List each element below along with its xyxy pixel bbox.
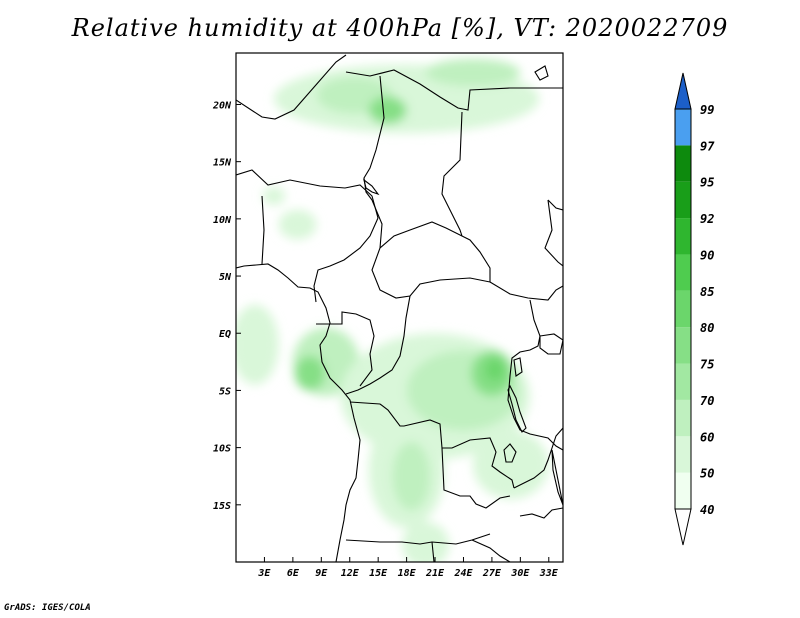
border-congo-gabon bbox=[316, 311, 375, 387]
border-angola-zambia bbox=[441, 447, 511, 509]
grads-credit: GrADS: IGES/COLA bbox=[4, 603, 91, 613]
border-zambia-east bbox=[513, 427, 563, 489]
x-tick-label: 6E bbox=[287, 568, 300, 579]
y-tick-label: 5N bbox=[219, 272, 232, 283]
lake-chad bbox=[363, 178, 380, 196]
colorbar-segment bbox=[675, 218, 691, 255]
colorbar-under-arrow bbox=[674, 508, 692, 546]
colorbar-label: 99 bbox=[700, 103, 714, 117]
colorbar-segment bbox=[675, 254, 691, 291]
y-axis: 20N 15N 10N 5N EQ 5S 10S 15S bbox=[212, 100, 241, 512]
colorbar-label: 70 bbox=[700, 394, 714, 408]
border-tanzania bbox=[507, 299, 563, 451]
humidity-region-sahel-core-3 bbox=[425, 58, 521, 87]
lake-mweru bbox=[503, 443, 517, 463]
border-algeria-niger bbox=[345, 69, 563, 111]
border-angola-namibia bbox=[345, 533, 491, 545]
humidity-region-namibia-tail bbox=[401, 521, 450, 562]
border-sudan-south bbox=[489, 281, 563, 301]
y-tick-label: 5S bbox=[219, 386, 231, 397]
border-niger-nigeria bbox=[236, 169, 379, 219]
map-area bbox=[236, 53, 563, 562]
humidity-region-gabon-core bbox=[294, 356, 326, 391]
colorbar-segment bbox=[675, 363, 691, 400]
x-tick-label: 18E bbox=[398, 568, 417, 579]
colorbar-label: 80 bbox=[700, 321, 714, 335]
border-chad-sudan bbox=[441, 111, 463, 237]
x-tick-label: 15E bbox=[369, 568, 388, 579]
border-eritrea bbox=[547, 199, 563, 211]
border-zambia-zimbabwe bbox=[471, 539, 511, 562]
humidity-region-sahel-core-2 bbox=[368, 96, 407, 124]
colorbar-segment bbox=[675, 181, 691, 219]
y-tick-label: EQ bbox=[219, 329, 231, 340]
colorbar-label: 50 bbox=[700, 467, 714, 481]
x-tick-label: 27E bbox=[482, 568, 502, 579]
colorbar-label: 85 bbox=[700, 285, 714, 299]
colorbar-label: 75 bbox=[700, 358, 714, 372]
y-tick-label: 15S bbox=[213, 501, 231, 512]
country-borders bbox=[236, 54, 563, 562]
x-axis: 3E 6E 9E 12E 15E 18E 21E 24E 27E 30E 33E bbox=[257, 557, 559, 579]
colorbar: 40 50 60 70 75 80 85 90 92 95 97 99 bbox=[674, 72, 715, 546]
humidity-region-congo-peak bbox=[485, 358, 505, 382]
humidity-region-west-patch bbox=[278, 209, 317, 240]
y-tick-label: 10S bbox=[213, 444, 231, 455]
humidity-field bbox=[236, 58, 549, 562]
chart-title: Relative humidity at 400hPa [%], VT: 202… bbox=[71, 14, 729, 42]
humidity-region-angola-core bbox=[392, 441, 431, 511]
x-tick-label: 21E bbox=[425, 568, 445, 579]
colorbar-segment bbox=[675, 436, 691, 473]
lake-victoria bbox=[539, 333, 563, 355]
humidity-region-west-patch-2 bbox=[262, 186, 286, 206]
colorbar-segment bbox=[675, 472, 691, 509]
x-tick-label: 3E bbox=[257, 568, 271, 579]
humidity-region-gulf-guinea bbox=[236, 304, 279, 385]
border-mozambique bbox=[519, 507, 563, 519]
colorbar-label: 90 bbox=[700, 248, 714, 262]
colorbar-frame bbox=[674, 108, 692, 510]
x-tick-label: 33E bbox=[539, 568, 559, 579]
colorbar-segment bbox=[675, 109, 691, 146]
colorbar-segment bbox=[675, 327, 691, 364]
colorbar-segment bbox=[675, 290, 691, 328]
border-nigeria-cameroon bbox=[313, 217, 379, 303]
colorbar-segment bbox=[675, 399, 691, 437]
colorbar-segment bbox=[675, 145, 691, 182]
colorbar-label: 92 bbox=[700, 212, 714, 226]
y-tick-label: 10N bbox=[213, 215, 232, 226]
lake-tanganyika bbox=[507, 384, 527, 433]
border-namibia-botswana bbox=[431, 541, 435, 562]
border-ethiopia-north bbox=[534, 65, 549, 81]
border-mali-niger bbox=[236, 54, 347, 120]
border-ethiopia bbox=[544, 199, 563, 267]
x-tick-label: 12E bbox=[341, 568, 360, 579]
border-drc-angola bbox=[349, 401, 515, 489]
colorbar-over-arrow bbox=[674, 72, 692, 110]
y-tick-label: 15N bbox=[213, 158, 232, 169]
colorbar-label: 97 bbox=[700, 139, 715, 153]
map-frame bbox=[235, 52, 564, 563]
humidity-region-zambia bbox=[472, 430, 549, 500]
lake-malawi bbox=[551, 449, 563, 506]
colorbar-label: 60 bbox=[700, 430, 714, 444]
x-tick-label: 24E bbox=[453, 568, 473, 579]
lake-kivu bbox=[513, 357, 523, 377]
coastline-west-africa bbox=[236, 263, 361, 562]
y-tick-label: 20N bbox=[212, 100, 232, 111]
colorbar-label: 95 bbox=[700, 176, 714, 190]
x-tick-label: 9E bbox=[315, 568, 328, 579]
border-niger-chad bbox=[363, 75, 385, 201]
colorbar-label: 40 bbox=[700, 503, 714, 517]
border-chad-car bbox=[371, 199, 491, 299]
x-tick-label: 30E bbox=[510, 568, 530, 579]
border-nigeria-benin bbox=[261, 195, 265, 265]
border-car-drc bbox=[345, 295, 411, 395]
